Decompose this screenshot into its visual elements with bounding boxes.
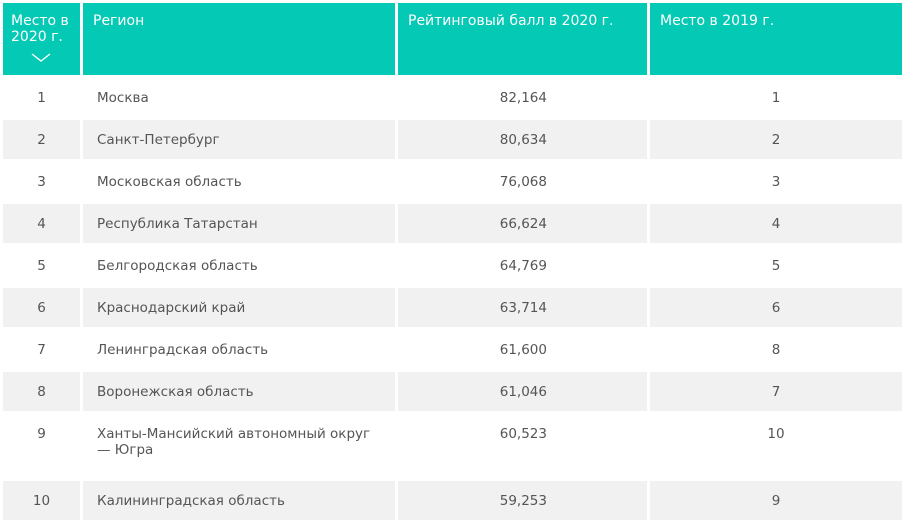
cell-prev-place: 9 xyxy=(650,478,902,520)
cell-score: 82,164 xyxy=(398,75,650,117)
cell-place: 7 xyxy=(3,327,83,369)
cell-place: 1 xyxy=(3,75,83,117)
cell-prev-place: 6 xyxy=(650,285,902,327)
cell-region: Воронежская область xyxy=(83,369,398,411)
table-row: 8 Воронежская область 61,046 7 xyxy=(3,369,902,411)
cell-prev-place: 10 xyxy=(650,411,902,478)
table-header-row: Место в 2020 г. Регион Рейтинговый балл … xyxy=(3,3,902,75)
header-score-2020[interactable]: Рейтинговый балл в 2020 г. xyxy=(398,3,650,75)
cell-region: Московская область xyxy=(83,159,398,201)
cell-place: 10 xyxy=(3,478,83,520)
cell-score: 63,714 xyxy=(398,285,650,327)
cell-score: 66,624 xyxy=(398,201,650,243)
cell-score: 80,634 xyxy=(398,117,650,159)
cell-place: 8 xyxy=(3,369,83,411)
table-row: 2 Санкт-Петербург 80,634 2 xyxy=(3,117,902,159)
cell-region: Белгородская область xyxy=(83,243,398,285)
cell-place: 5 xyxy=(3,243,83,285)
header-place-2020-label: Место в 2020 г. xyxy=(11,13,69,45)
cell-score: 64,769 xyxy=(398,243,650,285)
cell-region: Республика Татарстан xyxy=(83,201,398,243)
table-row: 6 Краснодарский край 63,714 6 xyxy=(3,285,902,327)
cell-place: 2 xyxy=(3,117,83,159)
header-score-2020-label: Рейтинговый балл в 2020 г. xyxy=(408,13,614,29)
cell-score: 61,600 xyxy=(398,327,650,369)
cell-prev-place: 4 xyxy=(650,201,902,243)
cell-score: 76,068 xyxy=(398,159,650,201)
rating-table-container: Место в 2020 г. Регион Рейтинговый балл … xyxy=(3,3,902,520)
cell-region: Ханты-Мансийский автономный округ — Югра xyxy=(83,411,398,478)
cell-prev-place: 7 xyxy=(650,369,902,411)
cell-region: Краснодарский край xyxy=(83,285,398,327)
cell-region: Ленинградская область xyxy=(83,327,398,369)
table-row: 1 Москва 82,164 1 xyxy=(3,75,902,117)
cell-score: 61,046 xyxy=(398,369,650,411)
cell-region: Москва xyxy=(83,75,398,117)
rating-table: Место в 2020 г. Регион Рейтинговый балл … xyxy=(3,3,902,520)
cell-score: 59,253 xyxy=(398,478,650,520)
header-place-2020[interactable]: Место в 2020 г. xyxy=(3,3,83,75)
header-region[interactable]: Регион xyxy=(83,3,398,75)
cell-prev-place: 2 xyxy=(650,117,902,159)
cell-prev-place: 1 xyxy=(650,75,902,117)
chevron-down-icon[interactable] xyxy=(31,53,51,63)
cell-place: 3 xyxy=(3,159,83,201)
cell-prev-place: 8 xyxy=(650,327,902,369)
table-row: 9 Ханты-Мансийский автономный округ — Юг… xyxy=(3,411,902,478)
table-row: 3 Московская область 76,068 3 xyxy=(3,159,902,201)
table-row: 7 Ленинградская область 61,600 8 xyxy=(3,327,902,369)
cell-region: Санкт-Петербург xyxy=(83,117,398,159)
header-place-2019-label: Место в 2019 г. xyxy=(660,13,775,29)
table-row: 5 Белгородская область 64,769 5 xyxy=(3,243,902,285)
cell-place: 4 xyxy=(3,201,83,243)
table-row: 4 Республика Татарстан 66,624 4 xyxy=(3,201,902,243)
cell-score: 60,523 xyxy=(398,411,650,478)
cell-prev-place: 5 xyxy=(650,243,902,285)
cell-place: 9 xyxy=(3,411,83,478)
header-place-2019[interactable]: Место в 2019 г. xyxy=(650,3,902,75)
cell-prev-place: 3 xyxy=(650,159,902,201)
table-row: 10 Калининградская область 59,253 9 xyxy=(3,478,902,520)
cell-place: 6 xyxy=(3,285,83,327)
cell-region: Калининградская область xyxy=(83,478,398,520)
header-region-label: Регион xyxy=(93,13,145,29)
